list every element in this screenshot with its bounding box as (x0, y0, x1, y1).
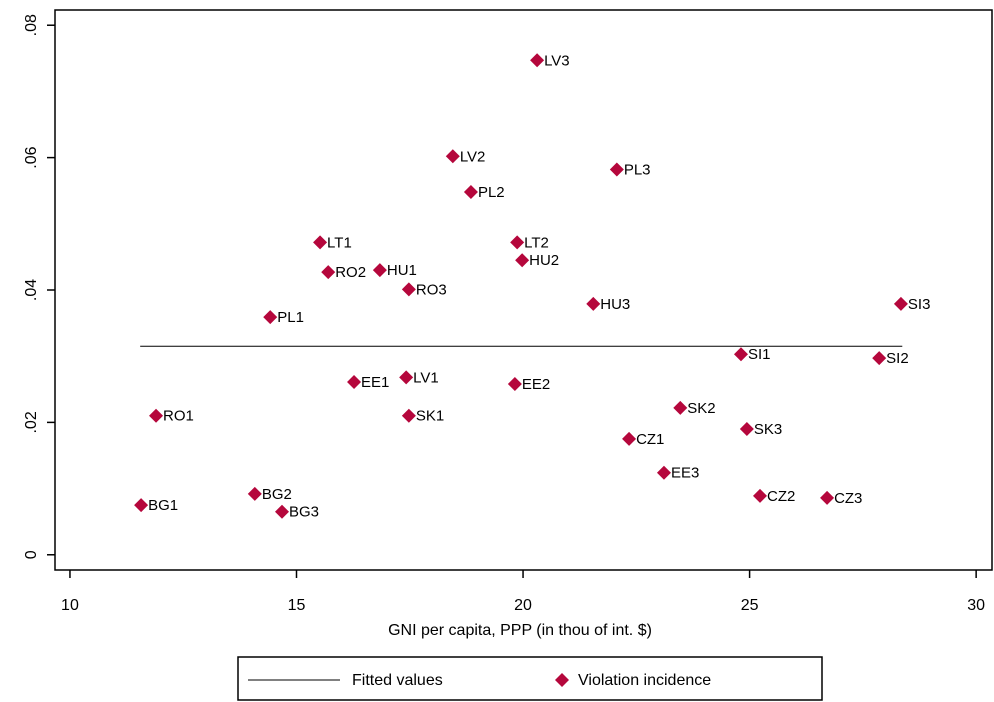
scatter-point (872, 351, 887, 366)
point-label: EE1 (361, 374, 389, 391)
point-label: SI1 (748, 346, 771, 363)
y-tick-label: 0 (23, 550, 40, 559)
point-label: BG2 (262, 486, 292, 503)
scatter-point (656, 465, 671, 480)
scatter-point (673, 400, 688, 415)
point-label: PL1 (277, 309, 304, 326)
point-label: SI2 (886, 350, 909, 367)
scatter-point (753, 488, 768, 503)
point-label: BG1 (148, 497, 178, 514)
legend-label: Violation incidence (578, 672, 711, 689)
scatter-point (247, 486, 262, 501)
point-label: RO3 (416, 281, 447, 298)
x-tick-label: 25 (741, 597, 759, 614)
scatter-point (463, 185, 478, 200)
legend-marker (555, 673, 569, 687)
y-tick-label: .02 (23, 411, 40, 433)
scatter-point (510, 235, 525, 250)
scatter-point (401, 408, 416, 423)
scatter-point (134, 498, 149, 513)
scatter-point (609, 162, 624, 177)
x-tick-label: 30 (967, 597, 985, 614)
x-tick-label: 10 (61, 597, 79, 614)
point-label: RO1 (163, 408, 194, 425)
point-label: CZ2 (767, 488, 795, 505)
x-tick-label: 20 (514, 597, 532, 614)
point-label: SK2 (687, 400, 715, 417)
point-label: LT2 (524, 234, 549, 251)
scatter-point (275, 504, 290, 519)
scatter-point (347, 375, 362, 390)
scatter-point (401, 282, 416, 297)
point-label: SK1 (416, 408, 444, 425)
scatter-point (515, 253, 530, 268)
plot-frame (54, 9, 993, 571)
legend-label: Fitted values (352, 672, 443, 689)
point-label: RO2 (335, 264, 366, 281)
legend-box (237, 656, 823, 701)
point-label: LV2 (460, 148, 486, 165)
scatter-point (263, 310, 278, 325)
point-label: BG3 (289, 504, 319, 521)
x-axis-label: GNI per capita, PPP (in thou of int. $) (388, 622, 652, 639)
scatter-point (149, 408, 164, 423)
point-label: EE3 (671, 465, 699, 482)
point-label: HU1 (387, 262, 417, 279)
scatter-point (586, 296, 601, 311)
point-label: LV3 (544, 52, 570, 69)
scatter-point (733, 347, 748, 362)
scatter-point (507, 376, 522, 391)
point-label: LV1 (413, 369, 439, 386)
scatter-point (399, 370, 414, 385)
scatter-point (820, 490, 835, 505)
scatter-point (313, 235, 328, 250)
x-tick-label: 15 (288, 597, 306, 614)
scatter-point (321, 265, 336, 280)
point-label: PL2 (478, 184, 505, 201)
point-label: SI3 (908, 296, 931, 313)
point-label: HU3 (600, 296, 630, 313)
scatter-point (372, 263, 387, 278)
point-label: CZ1 (636, 431, 664, 448)
y-tick-label: .06 (23, 146, 40, 168)
point-label: HU2 (529, 252, 559, 269)
point-label: EE2 (522, 376, 550, 393)
scatter-point (622, 431, 637, 446)
scatter-point (893, 296, 908, 311)
scatter-point (530, 53, 545, 68)
y-tick-label: .08 (23, 14, 40, 36)
point-label: SK3 (754, 421, 782, 438)
point-label: PL3 (624, 161, 651, 178)
scatter-point (445, 149, 460, 164)
point-label: LT1 (327, 234, 352, 251)
point-label: CZ3 (834, 490, 862, 507)
scatter-point (739, 422, 754, 437)
y-tick-label: .04 (23, 279, 40, 301)
